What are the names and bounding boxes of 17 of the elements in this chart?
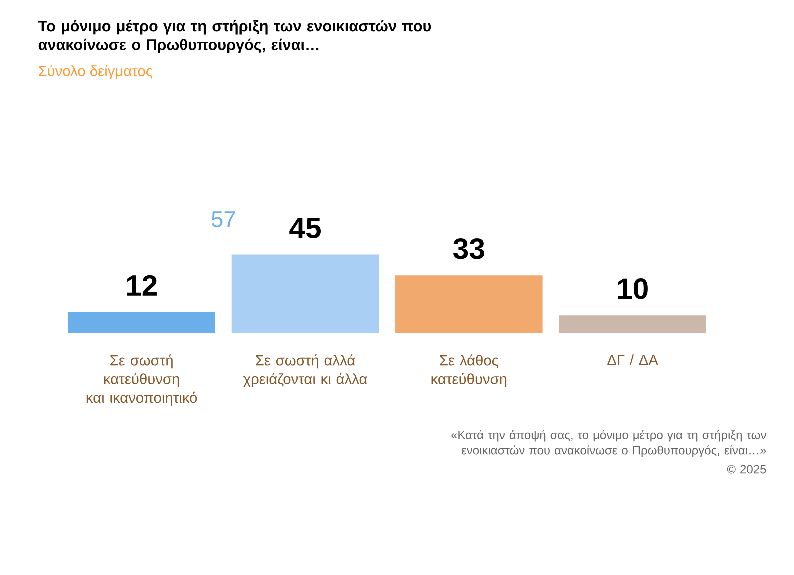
data-label: 45	[290, 218, 321, 238]
x-tick-label: ΔΓ / ΔΑ	[608, 354, 658, 366]
x-tick-label: Σε λάθος κατεύθυνση	[432, 354, 507, 388]
x-tick-label: Σε σωστή κατεύθυνση και ικανοποιητικό	[86, 354, 198, 406]
data-label: 12	[127, 275, 157, 296]
x-tick-label: Σε σωστή αλλά χρειάζονται κι άλλα	[243, 354, 368, 388]
bar	[68, 312, 216, 333]
bar	[396, 276, 543, 333]
text: 57	[212, 212, 236, 228]
chart-title: Το μόνιμο μέτρο για τη στήριξη των ενοικιαστών που ανακοίνωσε ο Πρωθυπουργός, είναι…	[38, 20, 432, 54]
text: © 2025	[727, 465, 766, 474]
chart-subtitle: Σύνολο δείγματος	[39, 65, 152, 80]
data-label: 33	[454, 238, 484, 260]
data-label: 10	[618, 278, 648, 300]
bar	[559, 316, 706, 333]
text: «Κατά την άποψή σας, το μόνιμο μέτρο για τη στήριξη των ενοικιαστών που ανακοίνωσε ο Πρωθυπουργός, είναι…»	[452, 430, 766, 458]
bar	[232, 254, 380, 333]
